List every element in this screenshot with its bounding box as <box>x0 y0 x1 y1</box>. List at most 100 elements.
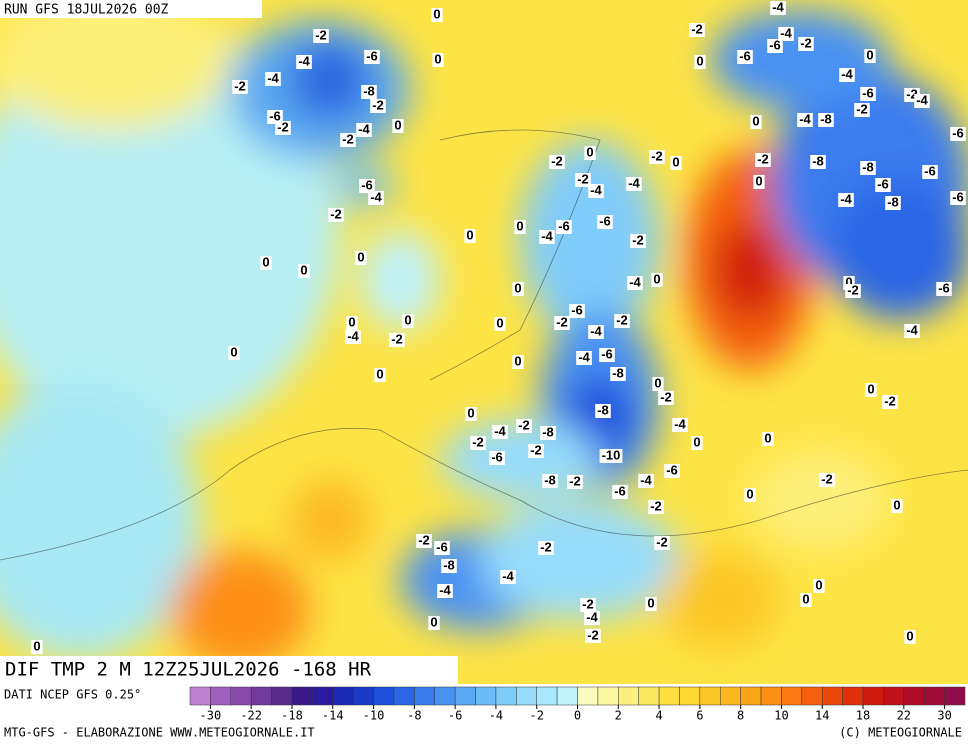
contour-label: 0 <box>300 262 307 277</box>
contour-label: -2 <box>582 596 594 611</box>
contour-label: -6 <box>558 218 570 233</box>
label-bg <box>652 377 664 391</box>
label-bg <box>538 541 554 555</box>
label-bg <box>275 121 291 135</box>
color-swatch <box>944 686 966 706</box>
contour-label: -6 <box>769 37 781 52</box>
label-bg <box>434 541 450 555</box>
label-bg <box>694 55 706 69</box>
contour-label: -2 <box>277 119 289 134</box>
label-bg <box>819 473 835 487</box>
label-bg <box>658 391 674 405</box>
label-bg <box>626 177 642 191</box>
color-swatch <box>923 686 945 706</box>
label-bg <box>265 72 281 86</box>
contour-label: -2 <box>518 417 530 432</box>
contour-label: 0 <box>516 218 523 233</box>
label-bg <box>864 49 876 63</box>
label-bg <box>267 110 283 124</box>
label-bg <box>891 499 903 513</box>
label-bg <box>595 404 611 418</box>
color-swatch <box>516 686 537 706</box>
label-bg <box>672 418 688 432</box>
label-bg <box>813 579 825 593</box>
label-bg <box>737 50 753 64</box>
label-bg <box>340 133 356 147</box>
label-bg <box>670 156 682 170</box>
label-bg <box>614 314 630 328</box>
contour-label: 0 <box>906 628 913 643</box>
tick-label: -6 <box>448 709 462 723</box>
color-swatch <box>781 686 803 706</box>
color-swatch <box>862 686 884 706</box>
label-bg <box>950 127 966 141</box>
label-bg <box>361 85 377 99</box>
color-swatch <box>352 686 374 706</box>
label-bg <box>882 395 898 409</box>
label-bg <box>875 178 891 192</box>
label-bg <box>528 444 544 458</box>
contour-label: 0 <box>746 486 753 501</box>
label-bg <box>691 436 703 450</box>
label-bg <box>838 193 854 207</box>
contour-label: 0 <box>764 430 771 445</box>
contour-label: -4 <box>841 66 853 81</box>
contour-label: 0 <box>394 117 401 132</box>
label-bg <box>664 464 680 478</box>
color-swatch <box>373 686 395 706</box>
label-bg <box>744 488 756 502</box>
contour-label: -4 <box>780 25 792 40</box>
footer-right: (C) METEOGIORNALE <box>839 726 962 740</box>
color-swatch <box>454 686 476 706</box>
contour-label: -2 <box>847 282 859 297</box>
contour-label: -8 <box>597 402 609 417</box>
label-bg <box>610 367 626 381</box>
label-bg <box>346 316 358 330</box>
label-bg <box>904 324 920 338</box>
contour-label: -6 <box>366 48 378 63</box>
label-bg <box>31 640 43 654</box>
color-swatch <box>414 686 435 706</box>
contour-label: -2 <box>391 331 403 346</box>
label-bg <box>567 475 583 489</box>
label-bg <box>865 383 877 397</box>
label-bg <box>512 282 524 296</box>
label-bg <box>374 368 386 382</box>
contour-label: -6 <box>361 177 373 192</box>
contour-label: 0 <box>357 249 364 264</box>
tick-label: 10 <box>774 709 788 723</box>
label-bg <box>431 8 443 22</box>
contour-label: -4 <box>916 92 928 107</box>
contour-label: 0 <box>866 47 873 62</box>
color-swatch <box>210 686 232 706</box>
tick-label: 14 <box>815 709 829 723</box>
label-bg <box>904 630 916 644</box>
label-bg <box>588 184 604 198</box>
tick-label: 22 <box>897 709 911 723</box>
contour-label: 0 <box>230 344 237 359</box>
label-bg <box>770 1 786 15</box>
contour-label: -6 <box>599 213 611 228</box>
contour-label: -2 <box>800 35 812 50</box>
contour-label: -2 <box>906 86 918 101</box>
label-bg <box>839 68 855 82</box>
run-box <box>0 0 262 18</box>
color-swatch <box>536 686 558 706</box>
contour-label: -4 <box>799 111 811 126</box>
label-bg <box>860 161 876 175</box>
contour-label: -2 <box>691 21 703 36</box>
tick-label: -4 <box>489 709 503 723</box>
label-bg <box>854 103 870 117</box>
label-bg <box>750 115 762 129</box>
contour-label: -2 <box>856 101 868 116</box>
title-box <box>0 656 458 684</box>
color-swatch <box>312 686 334 706</box>
color-swatch <box>801 686 823 706</box>
contour-label: -4 <box>541 228 553 243</box>
label-bg <box>470 436 486 450</box>
label-bg <box>950 191 966 205</box>
contour-label: -4 <box>628 175 640 190</box>
label-bg <box>649 150 665 164</box>
contour-label: -4 <box>494 423 506 438</box>
contour-label: -6 <box>614 483 626 498</box>
